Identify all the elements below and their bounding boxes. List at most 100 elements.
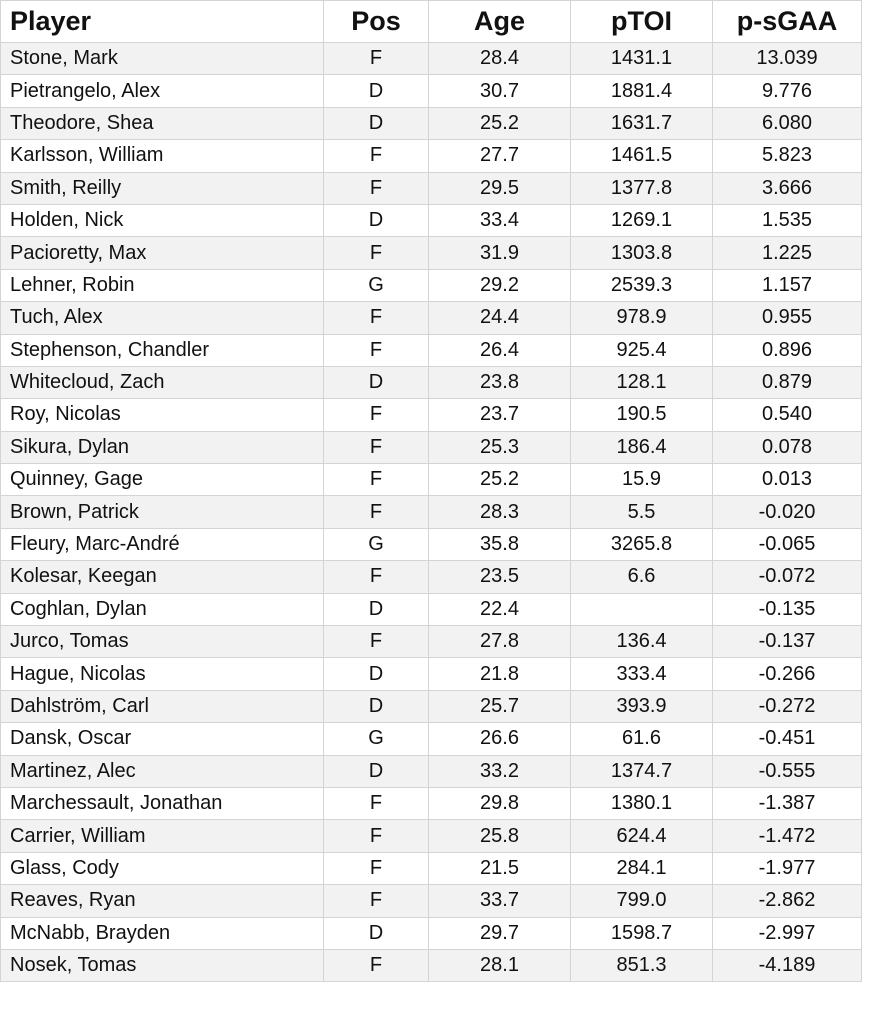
- ptoi-cell: 624.4: [570, 819, 713, 853]
- ptoi-cell: 393.9: [570, 689, 713, 724]
- ptoi-cell: 1380.1: [570, 786, 713, 821]
- ptoi-cell: 333.4: [570, 657, 713, 691]
- table-row: Pacioretty, Max F 31.9 1303.8 1.225: [0, 236, 862, 270]
- age-cell: 27.8: [428, 625, 571, 659]
- pos-cell: F: [323, 41, 429, 76]
- table-row: Kolesar, Keegan F 23.5 6.6 -0.072: [0, 560, 862, 594]
- pos-cell: D: [323, 657, 429, 691]
- player-cell: Pacioretty, Max: [0, 236, 324, 270]
- pos-cell: G: [323, 722, 429, 756]
- player-cell: Holden, Nick: [0, 203, 324, 238]
- table-row: Roy, Nicolas F 23.7 190.5 0.540: [0, 398, 862, 432]
- player-cell: Carrier, William: [0, 819, 324, 853]
- pos-cell: D: [323, 754, 429, 788]
- ptoi-cell: 15.9: [570, 463, 713, 497]
- ptoi-cell: 186.4: [570, 430, 713, 465]
- pos-cell: F: [323, 948, 429, 983]
- age-cell: 22.4: [428, 592, 571, 627]
- pos-cell: F: [323, 819, 429, 853]
- age-cell: 27.7: [428, 139, 571, 173]
- header-age: Age: [428, 0, 571, 43]
- pos-cell: F: [323, 171, 429, 205]
- player-cell: McNabb, Brayden: [0, 916, 324, 950]
- ptoi-cell: 128.1: [570, 365, 713, 400]
- table-row: Fleury, Marc-André G 35.8 3265.8 -0.065: [0, 527, 862, 562]
- table-row: Martinez, Alec D 33.2 1374.7 -0.555: [0, 754, 862, 788]
- psgaa-cell: -0.135: [712, 592, 862, 627]
- player-cell: Tuch, Alex: [0, 301, 324, 335]
- ptoi-cell: 1377.8: [570, 171, 713, 205]
- ptoi-cell: 978.9: [570, 301, 713, 335]
- age-cell: 25.2: [428, 463, 571, 497]
- table-row: Dahlström, Carl D 25.7 393.9 -0.272: [0, 689, 862, 724]
- player-cell: Fleury, Marc-André: [0, 527, 324, 562]
- player-cell: Pietrangelo, Alex: [0, 74, 324, 108]
- header-pos: Pos: [323, 0, 429, 43]
- pos-cell: F: [323, 786, 429, 821]
- pos-cell: G: [323, 527, 429, 562]
- table-row: Reaves, Ryan F 33.7 799.0 -2.862: [0, 884, 862, 918]
- psgaa-cell: -0.272: [712, 689, 862, 724]
- player-cell: Sikura, Dylan: [0, 430, 324, 465]
- player-cell: Brown, Patrick: [0, 495, 324, 529]
- table-row: Karlsson, William F 27.7 1461.5 5.823: [0, 139, 862, 173]
- psgaa-cell: 1.535: [712, 203, 862, 238]
- psgaa-cell: 1.225: [712, 236, 862, 270]
- age-cell: 23.7: [428, 398, 571, 432]
- table-row: Dansk, Oscar G 26.6 61.6 -0.451: [0, 722, 862, 756]
- ptoi-cell: 136.4: [570, 625, 713, 659]
- pos-cell: F: [323, 333, 429, 367]
- age-cell: 29.2: [428, 268, 571, 303]
- pos-cell: F: [323, 463, 429, 497]
- player-cell: Smith, Reilly: [0, 171, 324, 205]
- player-cell: Lehner, Robin: [0, 268, 324, 303]
- age-cell: 33.2: [428, 754, 571, 788]
- pos-cell: F: [323, 625, 429, 659]
- age-cell: 28.4: [428, 41, 571, 76]
- age-cell: 21.8: [428, 657, 571, 691]
- player-cell: Dansk, Oscar: [0, 722, 324, 756]
- age-cell: 24.4: [428, 301, 571, 335]
- pos-cell: F: [323, 398, 429, 432]
- age-cell: 23.5: [428, 560, 571, 594]
- header-ptoi: pTOI: [570, 0, 713, 43]
- ptoi-cell: 799.0: [570, 884, 713, 918]
- table-row: Pietrangelo, Alex D 30.7 1881.4 9.776: [0, 74, 862, 108]
- psgaa-cell: 1.157: [712, 268, 862, 303]
- pos-cell: D: [323, 592, 429, 627]
- player-cell: Dahlström, Carl: [0, 689, 324, 724]
- psgaa-cell: -2.862: [712, 884, 862, 918]
- ptoi-cell: 5.5: [570, 495, 713, 529]
- age-cell: 21.5: [428, 851, 571, 886]
- table-row: Smith, Reilly F 29.5 1377.8 3.666: [0, 171, 862, 205]
- psgaa-cell: -0.020: [712, 495, 862, 529]
- pos-cell: D: [323, 106, 429, 141]
- ptoi-cell: 1374.7: [570, 754, 713, 788]
- psgaa-cell: 13.039: [712, 41, 862, 76]
- pos-cell: F: [323, 884, 429, 918]
- pos-cell: G: [323, 268, 429, 303]
- player-cell: Jurco, Tomas: [0, 625, 324, 659]
- psgaa-cell: 3.666: [712, 171, 862, 205]
- age-cell: 30.7: [428, 74, 571, 108]
- pos-cell: F: [323, 495, 429, 529]
- ptoi-cell: 6.6: [570, 560, 713, 594]
- header-player: Player: [0, 0, 324, 43]
- psgaa-cell: -0.065: [712, 527, 862, 562]
- age-cell: 29.7: [428, 916, 571, 950]
- player-cell: Kolesar, Keegan: [0, 560, 324, 594]
- pos-cell: F: [323, 301, 429, 335]
- header-row: Player Pos Age pTOI p-sGAA: [0, 0, 862, 43]
- age-cell: 28.3: [428, 495, 571, 529]
- age-cell: 29.8: [428, 786, 571, 821]
- psgaa-cell: -1.472: [712, 819, 862, 853]
- age-cell: 29.5: [428, 171, 571, 205]
- player-cell: Quinney, Gage: [0, 463, 324, 497]
- psgaa-cell: -2.997: [712, 916, 862, 950]
- player-cell: Stephenson, Chandler: [0, 333, 324, 367]
- ptoi-cell: 1431.1: [570, 41, 713, 76]
- table-row: Sikura, Dylan F 25.3 186.4 0.078: [0, 430, 862, 465]
- player-cell: Reaves, Ryan: [0, 884, 324, 918]
- ptoi-cell: 925.4: [570, 333, 713, 367]
- pos-cell: D: [323, 916, 429, 950]
